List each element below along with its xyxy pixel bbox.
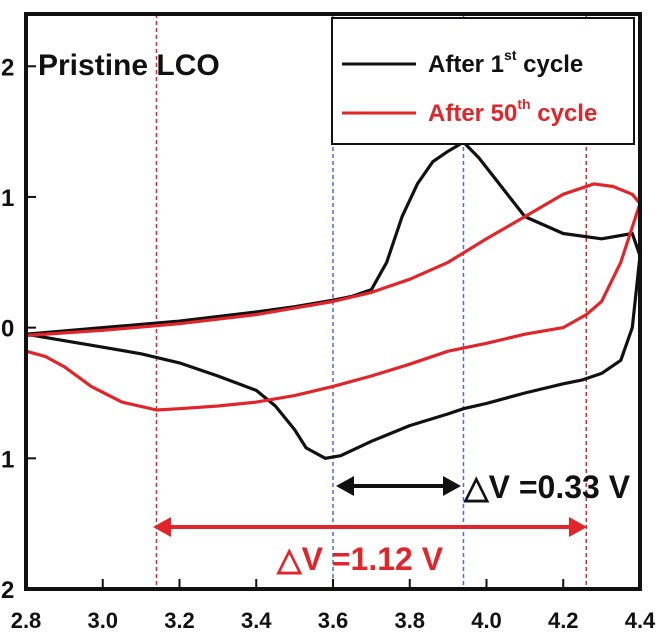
- x-tick-label-4: 3.6: [318, 608, 349, 633]
- x-tick-label-7: 4.2: [548, 608, 579, 633]
- y-tick-label-3: 1: [1, 446, 14, 473]
- legend-label-1st-cycle: After 1st cycle: [428, 47, 583, 78]
- delta-v-112-arrowhead-right: [569, 517, 587, 537]
- y-tick-label-2: 0: [1, 316, 14, 343]
- x-tick-label-6: 4.0: [471, 608, 502, 633]
- legend: After 1st cycle After 50th cycle: [331, 17, 635, 145]
- legend-label-50th-cycle: After 50th cycle: [428, 96, 597, 127]
- delta-v-112-label: △V =1.12 V: [276, 541, 444, 577]
- x-tick-label-8: 4.4: [625, 608, 656, 633]
- x-tick-label-5: 3.8: [394, 608, 425, 633]
- x-tick-label-3: 3.4: [241, 608, 272, 633]
- y-tick-label-1: 1: [1, 185, 14, 212]
- delta-v-112-arrowhead-left: [153, 517, 171, 537]
- chart-title: Pristine LCO: [38, 49, 220, 82]
- y-tick-label-4: 2: [1, 577, 14, 604]
- y-tick-label-0: 2: [1, 54, 14, 81]
- series-layer: [24, 140, 642, 460]
- delta-v-112-annotation: △V =1.12 V: [153, 517, 587, 577]
- series-line-1: [24, 182, 642, 412]
- delta-v-033-label: △V =0.33 V: [463, 469, 631, 505]
- delta-v-033-arrowhead-right: [443, 476, 461, 496]
- x-tick-label-1: 3.0: [87, 608, 118, 633]
- x-tick-label-0: 2.8: [11, 608, 42, 633]
- delta-v-033-arrowhead-left: [336, 476, 354, 496]
- axis-ticks: 2.8 3.0 3.2 3.4 3.6 3.8 4.0 4.2 4.4 2 1 0 1 2: [1, 54, 656, 633]
- delta-v-033-annotation: △V =0.33 V: [336, 469, 631, 505]
- x-tick-label-2: 3.2: [164, 608, 195, 633]
- legend-box: [331, 17, 635, 145]
